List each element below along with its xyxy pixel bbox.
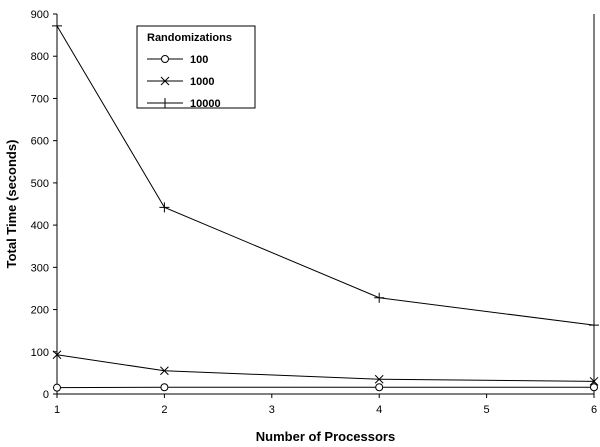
series-100 bbox=[53, 383, 598, 392]
legend-marker bbox=[160, 76, 170, 86]
series-line bbox=[56, 25, 595, 326]
legend-item: 100 bbox=[147, 54, 208, 66]
legend-marker bbox=[161, 55, 169, 63]
y-axis-title: Total Time (seconds) bbox=[4, 140, 19, 269]
data-point bbox=[52, 350, 62, 360]
data-point bbox=[374, 292, 385, 303]
series-10000 bbox=[52, 20, 599, 331]
data-point bbox=[374, 374, 384, 384]
y-ticks: 0 100 200 300 400 500 600 700 800 900 bbox=[31, 9, 57, 401]
data-point bbox=[589, 320, 599, 331]
y-tick-label: 800 bbox=[31, 51, 49, 63]
y-tick-label: 600 bbox=[31, 136, 49, 148]
x-tick-label: 4 bbox=[376, 404, 382, 416]
x-axis-title: Number of Processors bbox=[256, 429, 395, 444]
data-point bbox=[53, 383, 61, 392]
x-tick-label: 1 bbox=[54, 404, 60, 416]
data-point bbox=[159, 202, 170, 213]
y-tick-label: 100 bbox=[31, 347, 49, 359]
data-point bbox=[590, 383, 598, 392]
data-point bbox=[52, 20, 62, 31]
x-tick-label: 6 bbox=[591, 404, 597, 416]
x-tick-label: 3 bbox=[269, 404, 275, 416]
legend-box bbox=[136, 25, 256, 109]
y-tick-label: 300 bbox=[31, 262, 49, 274]
x-tick-label: 5 bbox=[484, 404, 490, 416]
y-tick-label: 200 bbox=[31, 305, 49, 317]
y-tick-label: 500 bbox=[31, 178, 49, 190]
x-ticks: 1 2 3 4 5 6 bbox=[54, 394, 597, 416]
data-point bbox=[160, 366, 169, 376]
y-tick-label: 700 bbox=[31, 93, 49, 105]
y-tick-label: 900 bbox=[31, 9, 49, 21]
series-layer bbox=[52, 20, 599, 392]
series-line bbox=[56, 354, 595, 382]
series-1000 bbox=[52, 350, 599, 386]
legend-label: 10000 bbox=[190, 98, 221, 110]
data-point bbox=[375, 383, 384, 392]
plot-area: 0 100 200 300 400 500 600 700 800 900 1 2 3 4 5 6 bbox=[31, 9, 599, 416]
legend-item: 1000 bbox=[147, 76, 214, 88]
legend-label: 100 bbox=[190, 54, 208, 66]
data-point bbox=[589, 376, 599, 386]
legend-item: 10000 bbox=[147, 98, 221, 110]
legend-title: Randomizations bbox=[147, 32, 232, 44]
x-tick-label: 2 bbox=[161, 404, 167, 416]
legend: Randomizations 100 1000 10000 bbox=[136, 25, 256, 110]
legend-marker bbox=[160, 98, 170, 108]
legend-items: 100 1000 10000 bbox=[147, 54, 221, 110]
legend-label: 1000 bbox=[190, 76, 214, 88]
y-tick-label: 0 bbox=[43, 389, 49, 401]
data-point bbox=[160, 383, 169, 392]
y-tick-label: 400 bbox=[31, 220, 49, 232]
